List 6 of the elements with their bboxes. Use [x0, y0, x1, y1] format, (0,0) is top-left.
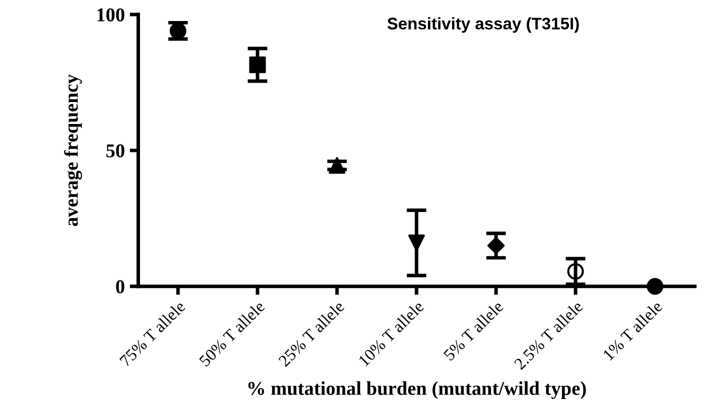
y-tick-label: 100 — [97, 8, 124, 22]
y-tick-label: 0 — [116, 280, 124, 294]
x-axis-title: % mutational burden (mutant/wild type) — [248, 381, 586, 399]
y-tick-label: 50 — [106, 144, 124, 158]
y-axis-title: average frequency — [64, 74, 82, 226]
chart-title: Sensitivity assay (T315I) — [387, 17, 579, 33]
